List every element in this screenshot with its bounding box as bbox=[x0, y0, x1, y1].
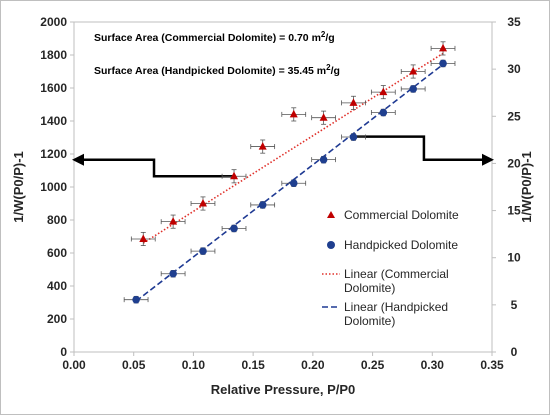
y-left-tick-label: 0 bbox=[60, 345, 67, 359]
x-tick-label: 0.15 bbox=[241, 358, 265, 372]
y-axis-left-title: 1/W(P0/P)-1 bbox=[11, 151, 26, 223]
handpicked-point bbox=[349, 133, 358, 141]
y-right-tick-label: 15 bbox=[507, 204, 521, 218]
handpicked-point bbox=[199, 247, 207, 255]
right-axis-pointer-arrowhead bbox=[482, 153, 494, 166]
legend-commercial-marker bbox=[327, 211, 335, 218]
commercial-point bbox=[139, 234, 148, 242]
annotation-handpicked-surface-area: Surface Area (Handpicked Dolomite) = 35.… bbox=[94, 63, 340, 77]
legend-handpicked-fit-label-line2: Dolomite) bbox=[344, 314, 395, 328]
commercial-point bbox=[379, 87, 388, 96]
handpicked-point bbox=[132, 295, 140, 304]
right-axis-pointer-line bbox=[352, 135, 483, 162]
handpicked-point bbox=[319, 155, 328, 164]
handpicked-point bbox=[289, 179, 298, 188]
commercial-point bbox=[258, 142, 267, 150]
y-right-tick-label: 5 bbox=[511, 298, 518, 312]
y-axis-right-title: 1/W(P0/P)-1 bbox=[519, 151, 534, 223]
y-left-tick-label: 1400 bbox=[40, 114, 67, 128]
legend-commercial-fit-label-line2: Dolomite) bbox=[344, 281, 395, 295]
legend-handpicked-label: Handpicked Dolomite bbox=[344, 238, 458, 252]
x-tick-label: 0.30 bbox=[421, 358, 445, 372]
handpicked-point bbox=[439, 59, 447, 68]
commercial-point bbox=[198, 199, 207, 207]
legend-handpicked-fit-label-line1: Linear (Handpicked bbox=[344, 300, 448, 314]
y-right-tick-label: 35 bbox=[507, 15, 521, 29]
handpicked-fit-line bbox=[135, 63, 444, 302]
y-right-tick-label: 25 bbox=[507, 109, 521, 123]
y-left-tick-label: 400 bbox=[47, 279, 67, 293]
y-left-tick-label: 1800 bbox=[40, 48, 67, 62]
left-axis-pointer-line bbox=[79, 158, 235, 178]
commercial-point bbox=[409, 67, 418, 75]
x-axis-title: Relative Pressure, P/P0 bbox=[211, 382, 356, 397]
y-left-tick-label: 200 bbox=[47, 312, 67, 326]
legend-handpicked-marker bbox=[327, 241, 335, 249]
handpicked-point bbox=[258, 201, 267, 209]
legend-commercial-label: Commercial Dolomite bbox=[344, 208, 459, 222]
commercial-point bbox=[319, 113, 328, 121]
x-tick-label: 0.00 bbox=[62, 358, 86, 372]
y-left-tick-label: 600 bbox=[47, 246, 67, 260]
y-left-tick-label: 1200 bbox=[40, 147, 67, 161]
y-left-tick-label: 2000 bbox=[40, 15, 67, 29]
x-tick-label: 0.10 bbox=[182, 358, 206, 372]
x-tick-label: 0.05 bbox=[122, 358, 146, 372]
y-left-tick-label: 800 bbox=[47, 213, 67, 227]
handpicked-point bbox=[169, 269, 177, 278]
annotation-commercial-surface-area: Surface Area (Commercial Dolomite) = 0.7… bbox=[94, 30, 335, 44]
x-tick-label: 0.20 bbox=[301, 358, 325, 372]
x-tick-label: 0.25 bbox=[361, 358, 385, 372]
commercial-point bbox=[230, 171, 239, 180]
y-left-tick-label: 1000 bbox=[40, 180, 67, 194]
y-right-tick-label: 20 bbox=[507, 156, 521, 170]
legend-commercial-fit-label-line1: Linear (Commercial bbox=[344, 267, 449, 281]
commercial-point bbox=[349, 98, 358, 106]
y-left-tick-label: 1600 bbox=[40, 81, 67, 95]
legend: Commercial Dolomite Handpicked Dolomite … bbox=[322, 208, 459, 328]
y-right-tick-label: 0 bbox=[511, 345, 518, 359]
commercial-point bbox=[439, 43, 448, 52]
left-axis-pointer-arrowhead bbox=[72, 153, 84, 166]
y-right-tick-label: 30 bbox=[507, 62, 521, 76]
handpicked-point bbox=[409, 85, 417, 93]
commercial-point bbox=[289, 109, 298, 118]
commercial-point bbox=[169, 217, 178, 225]
y-right-tick-label: 10 bbox=[507, 251, 521, 265]
x-tick-label: 0.35 bbox=[480, 358, 504, 372]
handpicked-point bbox=[230, 224, 238, 233]
handpicked-point bbox=[379, 108, 388, 117]
